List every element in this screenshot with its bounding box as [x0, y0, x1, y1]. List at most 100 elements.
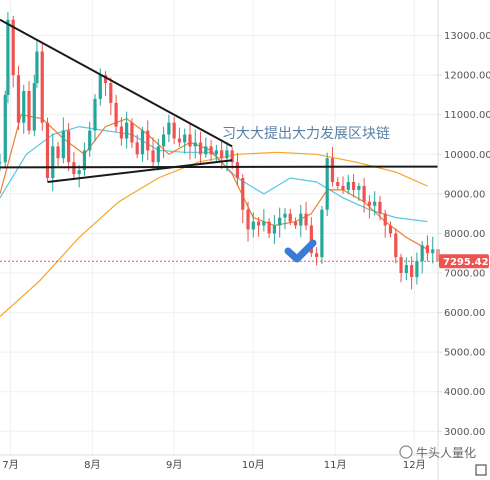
settings-icon[interactable] [475, 464, 487, 476]
candle-body [293, 221, 298, 226]
candle-body [230, 150, 234, 163]
candle-body [6, 19, 10, 95]
candle-body [140, 130, 145, 155]
candle-body [330, 158, 335, 182]
candle-body [56, 146, 60, 159]
candle-body [220, 150, 224, 159]
candle-body [309, 225, 313, 254]
candle-body [3, 94, 7, 163]
candle-body [383, 213, 387, 226]
last-price-tag-bg [439, 254, 489, 269]
candle-body [367, 201, 371, 206]
x-tick-label: 9月 [166, 459, 182, 471]
x-tick-label: 10月 [242, 459, 265, 471]
candle-body [373, 201, 377, 206]
candle-body [93, 98, 97, 131]
x-tick-label: 12月 [403, 459, 426, 471]
candle-body [82, 150, 87, 171]
x-tick-label: 7月 [2, 459, 18, 471]
y-tick-label: 5000.00 [444, 348, 485, 359]
candle-body [172, 122, 176, 139]
watermark-text: 牛头人量化 [416, 445, 476, 460]
candle-body [11, 19, 15, 76]
candle-body [336, 182, 340, 186]
y-axis: 13000.00 12000.00 11000.00 10000.00 9000.00 8… [437, 0, 490, 480]
candle-body [283, 213, 287, 218]
y-tick-label: 3000.00 [444, 427, 485, 438]
candle-body [394, 233, 398, 258]
candle-body [167, 122, 171, 135]
trendline [0, 165, 439, 169]
x-tick-label: 8月 [84, 459, 100, 471]
candle-body [278, 217, 282, 226]
candle-body [325, 158, 329, 210]
last-price-label: 7295.42 [443, 257, 489, 268]
candle-body [22, 91, 26, 123]
candle-body [161, 134, 166, 147]
candle-body [109, 83, 113, 103]
y-tick-label: 11000.00 [444, 110, 490, 121]
candle-body [16, 75, 21, 123]
candle-body [146, 130, 150, 151]
candle-body [262, 221, 266, 226]
candle-body [204, 146, 208, 155]
candle-body [67, 130, 71, 163]
candle-body [114, 102, 118, 127]
candle-body [388, 225, 393, 234]
annotation-text: 习大大提出大力发展区块链 [222, 126, 390, 142]
y-tick-label: 9000.00 [444, 189, 485, 200]
candle-body [225, 150, 229, 159]
y-tick-label: 12000.00 [444, 71, 490, 82]
candle-body [420, 245, 424, 262]
candle-body [130, 122, 134, 143]
last-price-tag: 7295.42 [439, 254, 489, 269]
candle-body [235, 162, 240, 179]
y-tick-label: 13000.00 [444, 31, 490, 42]
candle-body [299, 213, 303, 226]
moving-average-line [0, 151, 428, 317]
candle-body [209, 146, 213, 155]
candle-body [341, 185, 345, 190]
candle-body [188, 134, 192, 147]
candle-body [177, 138, 182, 143]
candle-body [251, 221, 255, 230]
candle-body [241, 178, 245, 210]
candle-body [415, 261, 419, 277]
candle-body [98, 75, 102, 99]
grid-lines [0, 0, 438, 455]
candle-body [0, 162, 2, 164]
x-tick-label: 11月 [324, 459, 347, 471]
candle-body [151, 150, 155, 163]
watermark-logo-icon [399, 445, 413, 459]
candle-body [304, 213, 308, 226]
candlesticks [0, 12, 440, 290]
candle-body [198, 142, 203, 155]
candle-body [362, 185, 366, 202]
candle-body [119, 126, 123, 139]
candle-body [183, 134, 187, 143]
candle-body [272, 225, 277, 234]
candle-body [156, 146, 160, 163]
candle-body [288, 213, 292, 222]
candle-body [40, 51, 44, 123]
candle-body [378, 201, 382, 214]
candle-body [320, 209, 324, 258]
candle-body [404, 265, 408, 273]
y-tick-label: 7000.00 [444, 269, 485, 280]
watermark: 牛头人量化 [399, 445, 476, 460]
candle-body [351, 182, 356, 190]
candle-body [267, 221, 271, 234]
candle-body [61, 130, 65, 159]
candle-body [35, 51, 39, 84]
candle-body [27, 91, 31, 131]
candle-body [51, 146, 55, 179]
candle-body [45, 122, 50, 179]
candle-body [32, 83, 36, 131]
candle-body [77, 170, 81, 175]
candle-body [256, 221, 261, 226]
candle-body [315, 253, 319, 258]
candle-body [357, 185, 361, 190]
trendlines [0, 18, 439, 183]
